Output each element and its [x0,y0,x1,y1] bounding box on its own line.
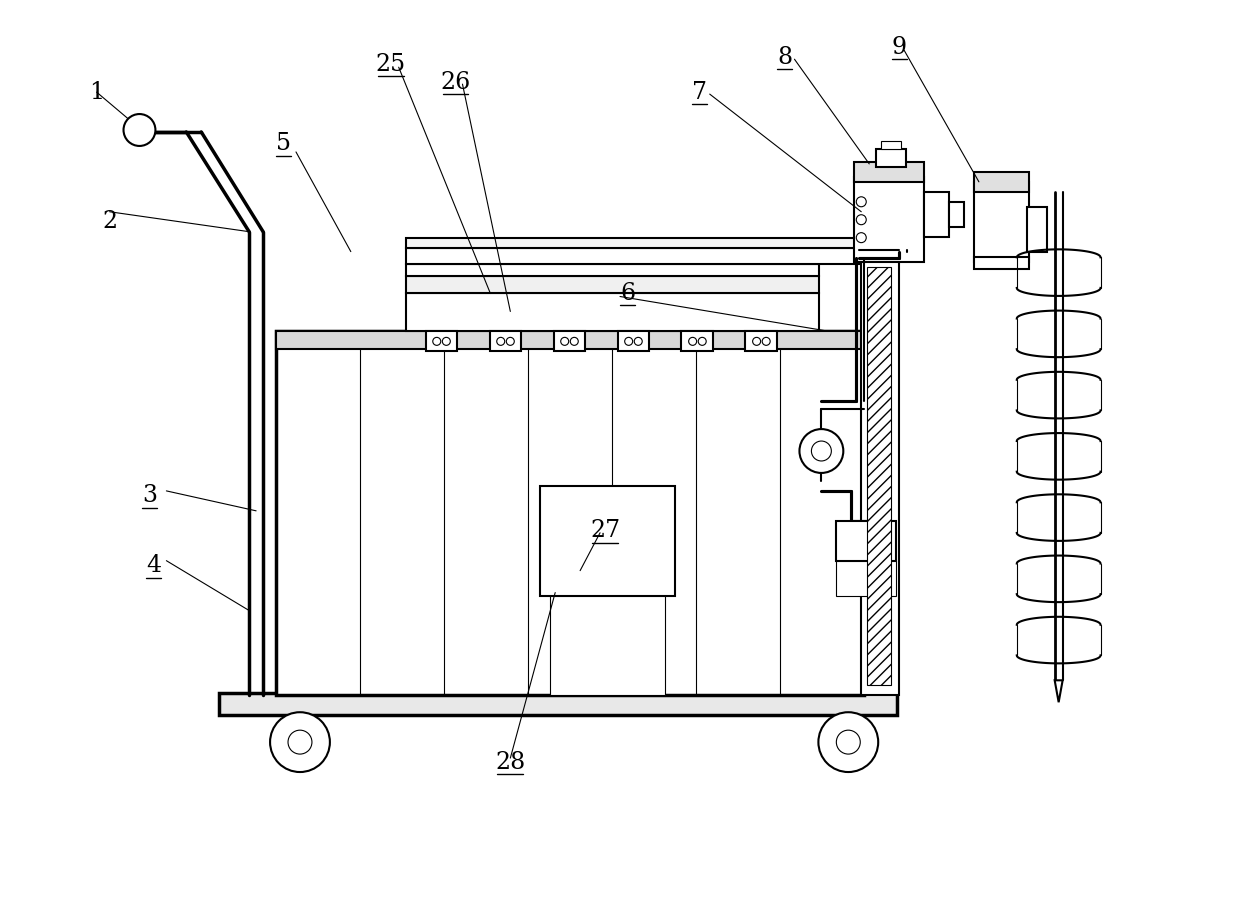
Text: 28: 28 [495,751,526,773]
Bar [854,177,924,261]
Circle shape [560,337,569,345]
Circle shape [270,712,330,772]
Text: 8: 8 [777,46,792,68]
Circle shape [753,337,760,345]
Circle shape [698,337,707,345]
Bar [405,263,820,275]
Bar [405,293,820,332]
Text: 2: 2 [102,210,117,233]
Circle shape [433,337,440,345]
Bar [490,332,522,352]
Polygon shape [1055,681,1063,702]
Circle shape [570,337,578,345]
Text: 4: 4 [146,554,161,578]
Circle shape [288,730,312,754]
Bar [949,201,963,227]
Bar [682,332,713,352]
Circle shape [818,712,878,772]
Circle shape [634,337,642,345]
Bar [854,162,924,182]
Bar [618,332,650,352]
Circle shape [811,441,831,461]
Bar [553,332,585,352]
Text: 6: 6 [620,282,636,305]
Bar [291,660,309,695]
Bar [277,332,864,695]
Text: 3: 3 [141,485,157,507]
Bar [924,192,949,237]
Circle shape [857,197,867,207]
Bar [839,660,857,695]
Bar [405,275,820,293]
Bar [541,486,675,596]
Text: 25: 25 [376,53,405,76]
Circle shape [836,730,861,754]
Text: 5: 5 [275,132,290,156]
Circle shape [857,232,867,242]
Circle shape [800,429,843,473]
Circle shape [124,114,155,146]
Bar [551,596,665,695]
Bar [836,560,897,596]
Bar [405,238,859,248]
Bar [1027,207,1047,251]
Circle shape [443,337,450,345]
Bar [862,251,899,695]
Bar [867,267,892,685]
Circle shape [688,337,697,345]
Text: 26: 26 [440,71,471,94]
Bar [973,172,1029,192]
Bar [836,521,897,560]
Circle shape [497,337,505,345]
Text: 1: 1 [89,80,104,104]
Bar [405,248,859,263]
Bar [277,332,864,349]
Circle shape [763,337,770,345]
Bar [425,332,458,352]
Circle shape [506,337,515,345]
Bar [219,693,898,715]
Bar [877,148,906,167]
Circle shape [625,337,632,345]
Bar [973,257,1029,269]
Bar [973,182,1029,261]
Bar [882,141,901,148]
Bar [745,332,777,352]
Circle shape [857,215,867,225]
Text: 9: 9 [892,36,906,58]
Text: 7: 7 [692,80,707,104]
Text: 27: 27 [590,519,620,542]
